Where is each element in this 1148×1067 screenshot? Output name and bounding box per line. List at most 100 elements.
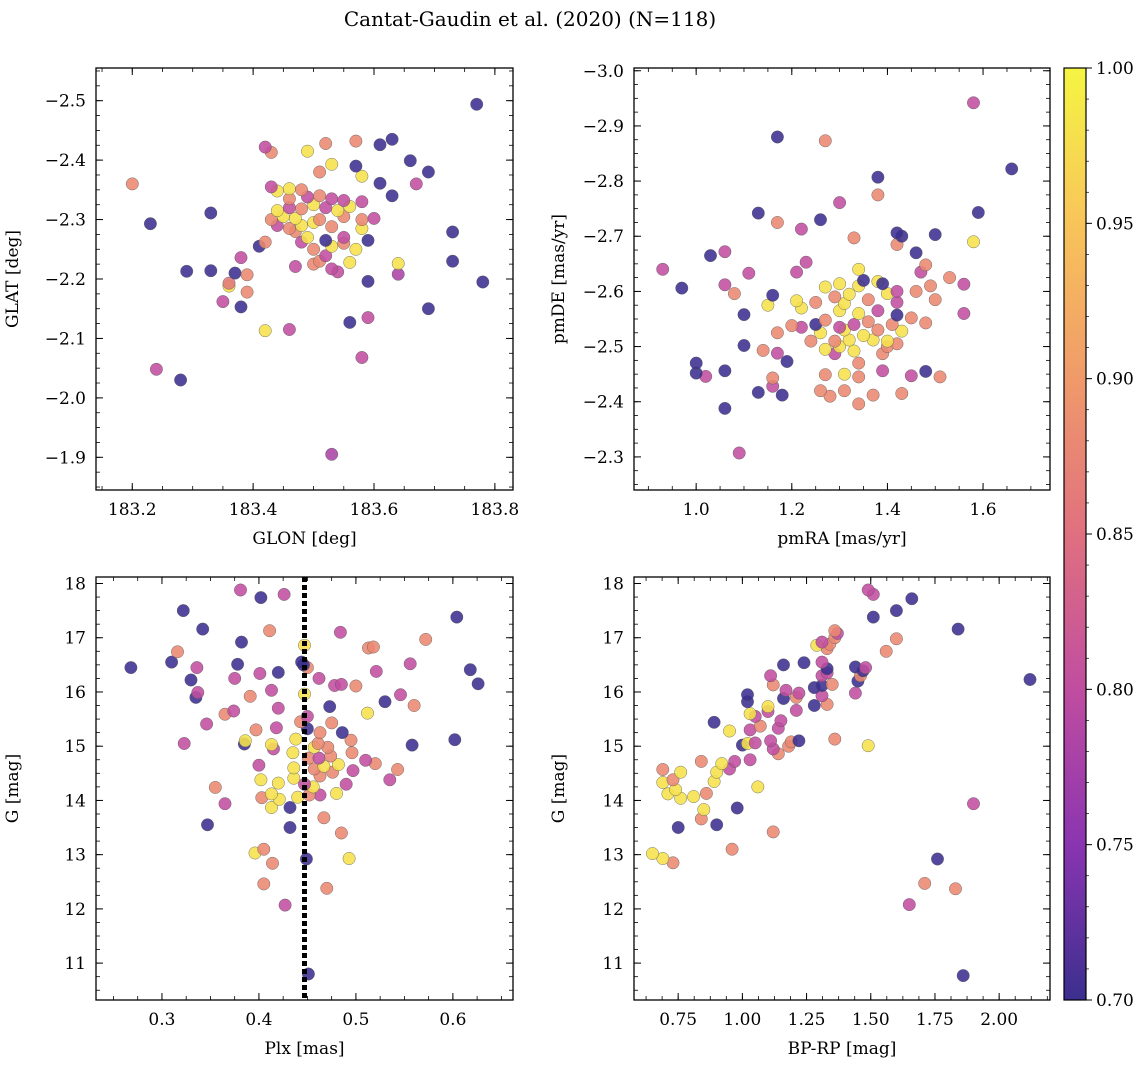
- scatter-point: [918, 877, 932, 890]
- scatter-point: [890, 632, 903, 646]
- y-tick-label: 12: [602, 900, 624, 920]
- y-tick-label: −2.3: [583, 448, 624, 468]
- y-tick-label: 18: [602, 575, 624, 595]
- y-axis-label: G [mag]: [3, 754, 23, 823]
- scatter-point: [264, 180, 278, 194]
- scatter-point: [231, 657, 245, 671]
- scatter-point: [271, 776, 285, 790]
- scatter-point: [967, 797, 980, 811]
- scatter-point: [176, 604, 190, 617]
- scatter-point: [861, 583, 875, 597]
- scatter-point: [249, 723, 263, 737]
- scatter-point: [718, 278, 732, 292]
- scatter-point: [311, 737, 325, 750]
- scatter-point: [269, 721, 283, 735]
- scatter-point: [349, 134, 363, 148]
- scatter-point: [761, 700, 775, 713]
- scatter-point: [325, 220, 339, 234]
- scatter-point: [313, 726, 327, 739]
- scatter-point: [282, 222, 296, 235]
- scatter-point: [815, 635, 829, 649]
- scatter-point: [369, 665, 383, 678]
- scatter-point: [282, 182, 296, 196]
- colorbar-tick-label: 0.90: [1096, 370, 1134, 390]
- scatter-point: [785, 319, 799, 332]
- scatter-point: [331, 204, 345, 218]
- scatter-point: [343, 255, 357, 269]
- scatter-point: [687, 790, 700, 803]
- scatter-point: [252, 758, 266, 772]
- scatter-point: [204, 264, 218, 278]
- scatter-point: [730, 801, 744, 815]
- scatter-point: [919, 316, 933, 330]
- scatter-point: [234, 251, 248, 265]
- y-tick-label: −2.3: [45, 211, 86, 231]
- scatter-point: [378, 695, 392, 709]
- scatter-point: [928, 293, 942, 307]
- scatter-point: [257, 842, 271, 856]
- scatter-point: [971, 206, 985, 219]
- scatter-point: [859, 661, 872, 674]
- scatter-point: [866, 610, 880, 624]
- scatter-point: [470, 97, 484, 111]
- scatter-point: [345, 746, 359, 760]
- scatter-point: [866, 388, 880, 402]
- colorbar-bar: [1063, 67, 1087, 1001]
- scatter-point: [403, 657, 417, 671]
- scatter-point: [165, 655, 179, 669]
- points: [646, 583, 1037, 982]
- scatter-point: [254, 773, 268, 787]
- scatter-point: [871, 170, 885, 184]
- scatter-point: [904, 311, 918, 325]
- scatter-point: [227, 704, 241, 718]
- scatter-point: [909, 246, 923, 260]
- x-tick-label: 1.75: [916, 1010, 954, 1030]
- scatter-point: [355, 351, 369, 364]
- scatter-point: [924, 279, 937, 293]
- x-tick-label: 0.3: [148, 1010, 175, 1030]
- scatter-point: [818, 368, 832, 382]
- scatter-point: [385, 132, 399, 146]
- scatter-point: [349, 242, 363, 256]
- scatter-point: [742, 266, 756, 280]
- points: [124, 583, 485, 981]
- scatter-point: [723, 724, 736, 738]
- scatter-point: [771, 130, 784, 144]
- y-tick-label: −3.0: [583, 62, 624, 82]
- scatter-point: [828, 334, 842, 348]
- scatter-point: [842, 287, 856, 301]
- scatter-point: [373, 138, 387, 152]
- scatter-point: [904, 369, 918, 383]
- scatter-point: [751, 206, 765, 220]
- scatter-point: [319, 137, 333, 150]
- scatter-point: [312, 751, 326, 765]
- x-axis-label: GLON [deg]: [252, 529, 356, 549]
- scatter-point: [228, 672, 242, 685]
- axes-frame: [95, 576, 514, 1001]
- scatter-point: [728, 287, 741, 300]
- y-tick-label: 12: [64, 900, 86, 920]
- panel-proper-motion: 1.0 1.2 1.4 1.6 −3.0 −2.9 −2.8 −2.7 −2.6 −2.5 −2.4…: [549, 62, 1051, 549]
- scatter-point: [243, 689, 257, 703]
- y-tick-label: 15: [602, 737, 624, 757]
- scatter-point: [931, 852, 944, 866]
- scatter-point: [295, 183, 308, 197]
- y-tick-label: 14: [602, 791, 624, 811]
- x-tick-label: 1.2: [778, 500, 805, 520]
- colorbar-tick-label: 0.95: [1096, 214, 1134, 234]
- x-tick-label: 1.50: [852, 1010, 890, 1030]
- scatter-point: [334, 826, 348, 840]
- scatter-point: [852, 307, 866, 320]
- scatter-point: [258, 324, 272, 338]
- scatter-point: [367, 211, 381, 225]
- scatter-point: [852, 370, 866, 384]
- y-tick-label: −2.0: [45, 389, 86, 409]
- scatter-point: [743, 707, 757, 721]
- scatter-point: [943, 271, 956, 284]
- scatter-point: [725, 842, 739, 856]
- y-tick-label: −2.4: [583, 393, 624, 413]
- scatter-point: [191, 686, 205, 699]
- scatter-point: [283, 801, 297, 814]
- scatter-point: [967, 235, 980, 249]
- scatter-point: [312, 672, 326, 685]
